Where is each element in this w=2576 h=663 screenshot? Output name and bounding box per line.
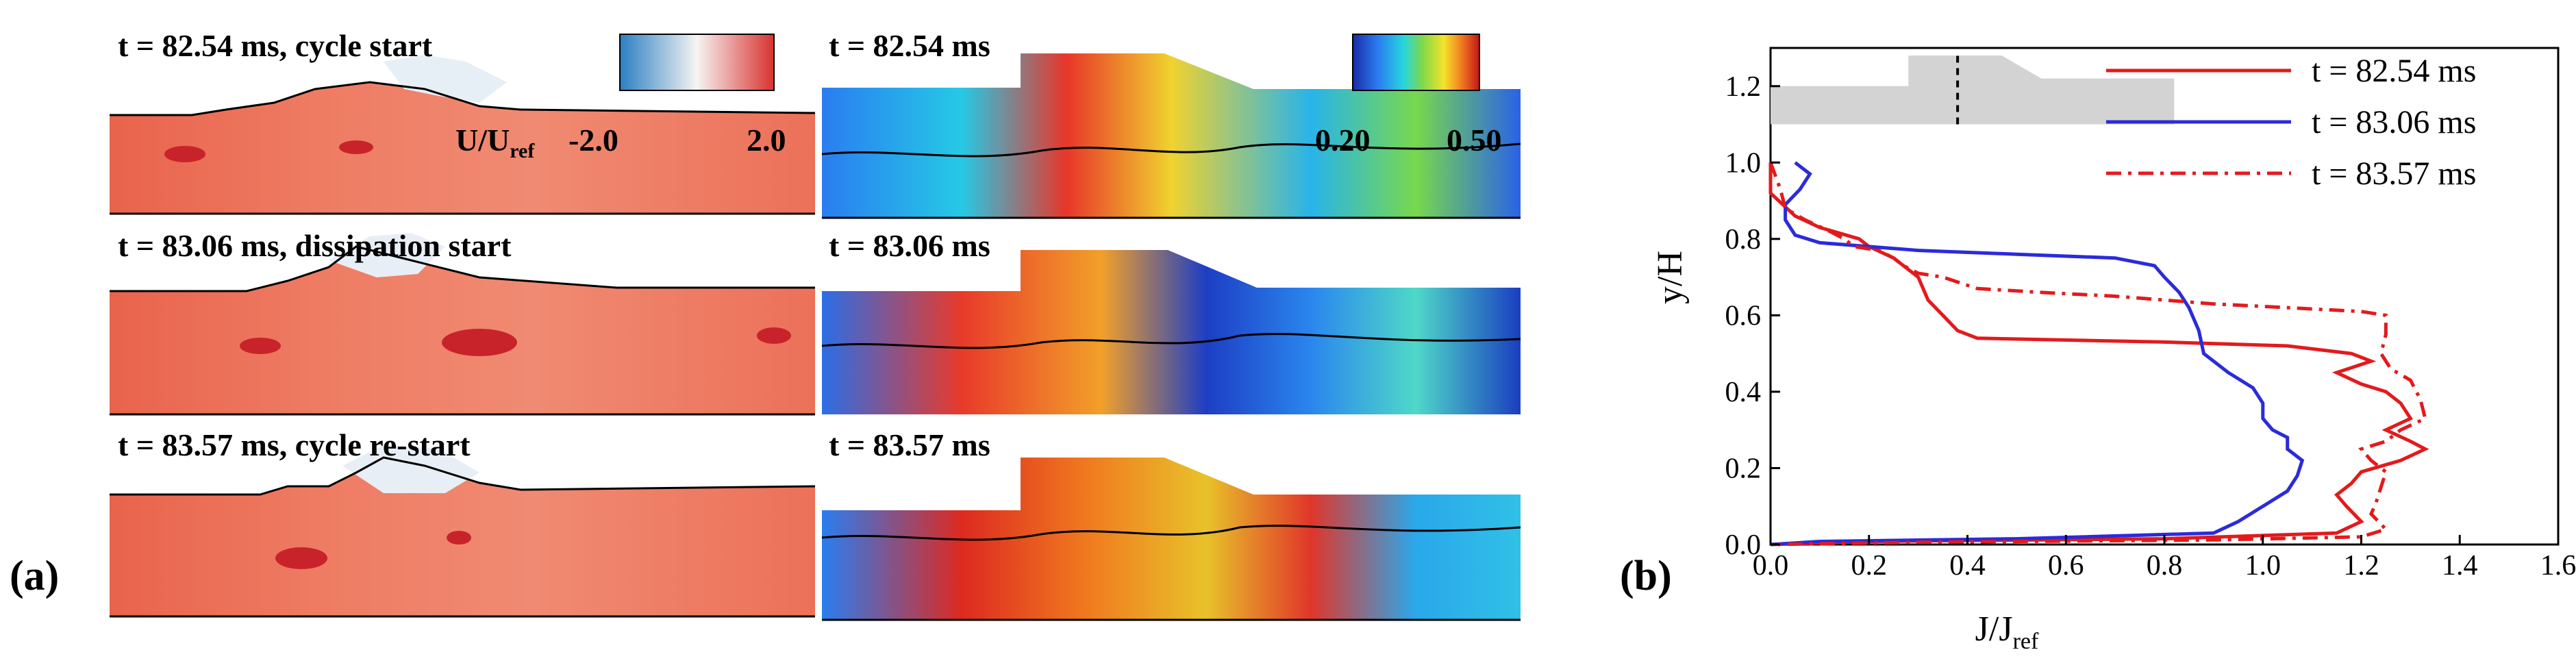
x-axis-label: J/Jref [1975,610,2039,654]
velocity-field-panels [110,34,816,618]
x-tick-label: 1.0 [2245,550,2281,581]
velocity-colorbar-min: -2.0 [568,123,618,158]
velocity-panel-1-title: t = 82.54 ms, cycle start [118,28,433,63]
velocity-colorbar [619,34,775,91]
panel-b-letter: (b) [1620,553,1672,599]
y-tick-label: 0.8 [1725,224,1762,255]
series-line-1 [1768,162,2429,547]
rainbow-colorbar-min: 0.20 [1315,123,1371,158]
geometry-inset [1771,55,2175,125]
y-tick-label: 1.0 [1725,147,1762,179]
x-tick-label: 1.6 [2540,550,2576,581]
x-tick-label: 0.2 [1851,550,1888,581]
y-tick-label: 0.6 [1725,300,1762,332]
rainbow-panel-2-title: t = 83.06 ms [829,228,990,263]
x-tick-label: 0.4 [1949,550,1986,581]
velocity-panel-3 [110,445,816,618]
y-axis-label: y/H [1651,251,1690,304]
x-tick-label: 0.0 [1753,550,1789,581]
rainbow-panel-1 [821,53,1521,219]
velocity-panel-3-title: t = 83.57 ms, cycle re-start [118,427,471,462]
rainbow-field-panels [821,34,1521,621]
rainbow-panel-1-title: t = 82.54 ms [829,28,990,63]
velocity-panel-1 [110,55,816,215]
x-tick-label: 1.2 [2343,550,2379,581]
velocity-panel-2-title: t = 83.06 ms, dissipation start [118,228,512,263]
legend-label-3: t = 83.57 ms [2312,155,2476,192]
velocity-panel-2 [110,233,815,416]
rainbow-panel-2 [821,250,1521,414]
x-tick-label: 0.8 [2147,550,2183,581]
legend-label-2: t = 83.06 ms [2312,104,2476,140]
legend-label-1: t = 82.54 ms [2312,53,2476,89]
series-line-3 [1768,162,2427,547]
rainbow-colorbar-max: 0.50 [1447,123,1502,158]
velocity-colorbar-max: 2.0 [747,123,786,158]
y-tick-label: 0.2 [1725,453,1762,484]
series-line-2 [1770,161,2305,547]
y-tick-label: 1.2 [1725,71,1762,103]
x-tick-label: 1.4 [2442,550,2478,581]
y-tick-label: 0.0 [1725,529,1762,561]
velocity-colorbar-label: U/Uref [455,123,535,163]
y-tick-label: 0.4 [1725,377,1762,408]
x-tick-label: 0.6 [2048,550,2084,581]
panel-a-letter: (a) [10,553,60,599]
rainbow-colorbar [1352,34,1480,91]
rainbow-panel-3-title: t = 83.57 ms [829,427,990,462]
rainbow-panel-3 [821,458,1521,621]
